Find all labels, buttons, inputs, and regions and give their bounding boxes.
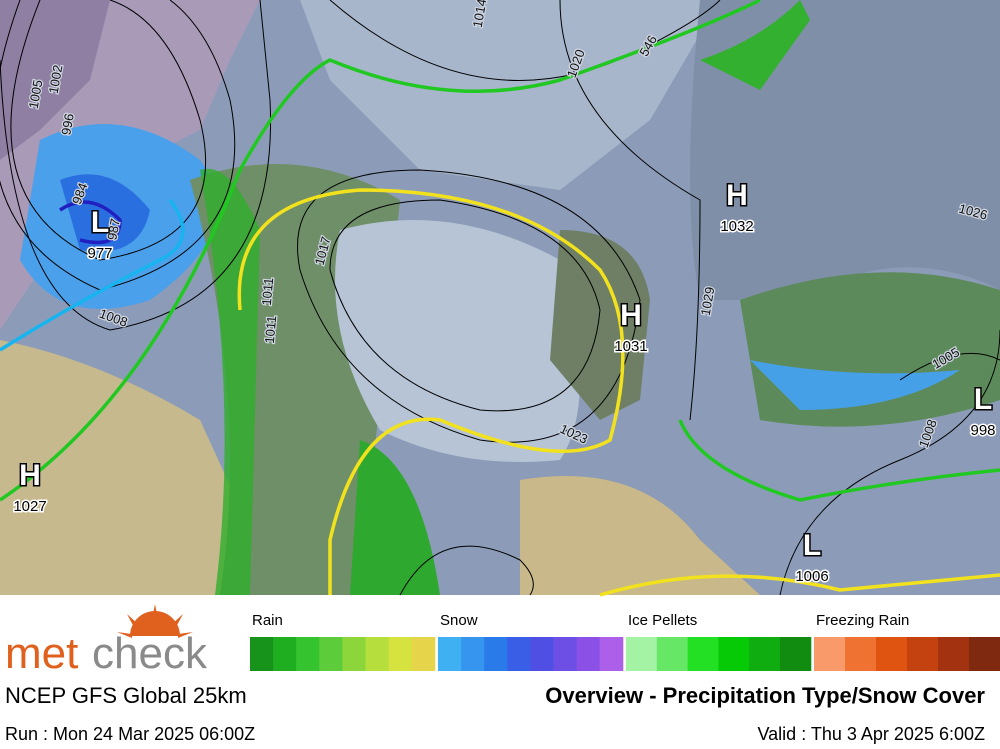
legend-swatch: [780, 637, 812, 671]
snow-core: [60, 174, 150, 252]
rain-north: [700, 0, 810, 90]
pressure-symbol: H: [726, 179, 748, 212]
scandinavia: [690, 0, 1000, 300]
legend-swatch: [907, 637, 939, 671]
legend-swatch: [599, 637, 624, 671]
legend-swatch: [876, 637, 908, 671]
footer: met check NCEP GFS Global 25km Run : Mon…: [5, 604, 1000, 744]
legend-swatch: [814, 637, 846, 671]
north-ocean: [300, 0, 720, 190]
isobars: [0, 0, 1000, 596]
legend-swatch: [438, 637, 462, 671]
model: NCEP GFS Global 25km: [5, 683, 247, 708]
valid: Valid : Thu 3 Apr 2025 6:00Z: [758, 724, 986, 744]
europe-snow: [750, 360, 960, 410]
legend-swatch: [845, 637, 877, 671]
pressure-value: 977: [87, 245, 112, 262]
rain-front: [200, 168, 260, 595]
legend-swatch: [484, 637, 508, 671]
dry-area: [0, 340, 280, 595]
legend-swatch: [749, 637, 781, 671]
iberia: [520, 476, 760, 595]
rain-band: [350, 440, 440, 595]
pressure-symbol: L: [91, 206, 109, 239]
contour-label: 1002: [46, 64, 66, 95]
legend-swatch: [342, 637, 366, 671]
logo-met: met: [5, 629, 78, 678]
britain: [550, 230, 650, 420]
legend-swatch: [388, 637, 413, 671]
legend-swatch: [507, 637, 531, 671]
legend-label: Rain: [252, 612, 283, 629]
legend-swatch: [576, 637, 601, 671]
thickness-lines: [0, 0, 1000, 597]
legend-swatch: [687, 637, 719, 671]
logo-check: check: [92, 629, 208, 678]
legend-swatch: [411, 637, 436, 671]
legend-swatch: [273, 637, 297, 671]
legend-swatch: [626, 637, 658, 671]
logo-sun: [117, 604, 193, 638]
contour-label: 1011: [259, 277, 276, 306]
pressure-symbol: L: [803, 529, 821, 562]
legend-label: Ice Pellets: [628, 612, 697, 629]
legend-swatch: [296, 637, 320, 671]
legend-swatch: [365, 637, 390, 671]
pressure-symbol: H: [620, 299, 642, 332]
legend-swatch: [969, 637, 1000, 671]
title: Overview - Precipitation Type/Snow Cover: [545, 683, 985, 708]
legend-swatch: [553, 637, 578, 671]
pressure-symbol: H: [19, 459, 41, 492]
run: Run : Mon 24 Mar 2025 06:00Z: [5, 724, 255, 744]
contour-label: 996: [58, 112, 77, 136]
legend-swatch: [718, 637, 750, 671]
greenland: [0, 0, 110, 160]
contour-label: 1011: [262, 315, 279, 344]
pressure-value: 1031: [614, 338, 647, 355]
pressure-value: 998: [970, 422, 995, 439]
contour-label: 1029: [698, 286, 718, 317]
legend-swatch: [461, 637, 485, 671]
map: 1005 100299698498710081011101410171011102…: [0, 0, 1000, 597]
calm-area: [335, 220, 580, 462]
pressure-value: 1006: [795, 568, 828, 585]
contour-label: 1005: [26, 79, 46, 110]
pressure-symbol: L: [974, 383, 992, 416]
legend-swatch: [250, 637, 274, 671]
pressure-value: 1027: [13, 498, 46, 515]
legend-swatch: [656, 637, 689, 671]
legend-swatch: [319, 637, 343, 671]
legend-label: Freezing Rain: [816, 612, 909, 629]
pressure-value: 1032: [720, 218, 753, 235]
legend-swatch: [938, 637, 970, 671]
legend-swatch: [530, 637, 554, 671]
contour-label: 1014: [470, 0, 490, 29]
legend-label: Snow: [440, 612, 478, 629]
contour-label: 987: [104, 217, 123, 241]
